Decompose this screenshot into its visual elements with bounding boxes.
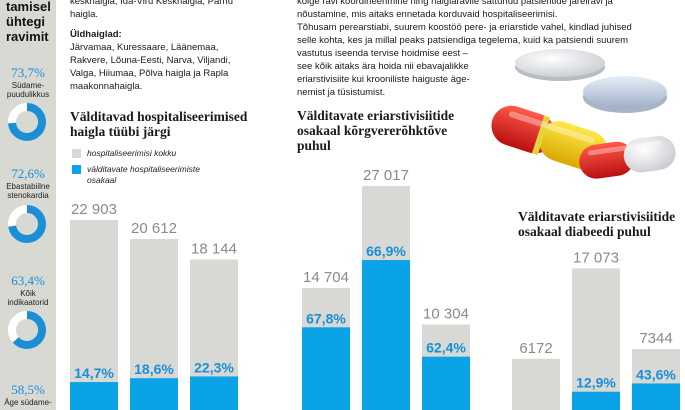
hospitals-line: Järvamaa, Kuressaare, Läänemaa, <box>70 42 219 53</box>
bar-avoidable-label: 66,9% <box>366 243 406 259</box>
stat-percent: 63,4% <box>11 273 45 288</box>
bar-avoidable <box>632 383 680 410</box>
chart-1-title: haigla tüübi järgi <box>70 124 171 139</box>
stat-label: Äge südame- <box>4 398 52 407</box>
ring-fill <box>8 103 46 141</box>
bar-total <box>512 358 560 410</box>
body-text-line: nemist ja tüsistumist. <box>297 87 386 98</box>
bar-total <box>70 220 118 410</box>
body-text-line: vastutus iseenda tervise hoidmise eest – <box>297 48 469 59</box>
sidebar: tamisel ühtegi ravimit 73,7% Südame- puu… <box>0 0 56 410</box>
stat-label: Südame- <box>11 81 45 90</box>
bar-total-label: 6172 <box>519 340 552 357</box>
body-text-line: Tõhusam perearstiabi, suurem koostöö per… <box>297 22 632 33</box>
bar-avoidable <box>422 356 470 410</box>
bar-avoidable-label: 14,7% <box>74 365 114 381</box>
bar-total-label: 14 704 <box>303 269 349 286</box>
body-text-line: selle kohta, kes ja millal peaks patsien… <box>297 35 629 46</box>
legend-swatch-total <box>72 149 81 158</box>
bar-avoidable <box>190 376 238 410</box>
intro-text-line: keskhaigla, Ida-Viru Keskhaigla, Pärnu <box>70 0 234 7</box>
hospitals-line: Rakvere, Lõuna-Eesti, Narva, Viljandi, <box>70 55 231 66</box>
chart-1-title: Välditavad hospitaliseerimised <box>70 109 248 124</box>
stat-ring-chart <box>8 103 46 141</box>
bar-avoidable-label: 18,6% <box>134 361 174 377</box>
pills-illustration <box>491 49 676 179</box>
bar-total <box>572 268 620 410</box>
bar-avoidable <box>362 260 410 410</box>
sidebar-heading-line: tamisel <box>6 0 51 14</box>
body-text-line: nõustamine, mis aitaks ennetada korduvai… <box>297 9 558 20</box>
legend-label-avoidable: välditavate hospitaliseerimiste <box>87 164 200 174</box>
bar-total-label: 10 304 <box>423 306 469 323</box>
bar-avoidable-label: 22,3% <box>194 359 234 375</box>
chart-2-title: puhul <box>297 138 331 153</box>
stat-ring-chart <box>8 205 46 243</box>
stat-percent: 73,7% <box>11 65 45 80</box>
body-text-line: eriarstivisiite kui krooniliste haiguste… <box>297 74 470 85</box>
ring-fill <box>8 311 46 349</box>
sidebar-heading-line: ravimit <box>6 29 49 44</box>
bar-avoidable-label: 12,9% <box>576 375 616 391</box>
bar-total-label: 27 017 <box>363 167 409 184</box>
hospitals-title: Üldhaiglad: <box>70 29 122 40</box>
body-text-line: see kõik aitaks ära hoida nii ebavajalik… <box>297 61 469 72</box>
chart-3-title: osakaal diabeedi puhul <box>518 224 651 239</box>
chart-2-title: osakaal kõrgvererõhktõve <box>297 123 448 138</box>
stat-percent: 58,5% <box>11 382 45 397</box>
bar-avoidable-label: 67,8% <box>306 310 346 326</box>
bar-total-label: 20 612 <box>131 220 177 237</box>
intro-text-line: haigla. <box>70 9 98 20</box>
hospitals-line: Valga, Hiiumaa, Põlva haigla ja Rapla <box>70 68 229 79</box>
legend-label-total: hospitaliseerimisi kokku <box>87 148 177 158</box>
bar-total-label: 7344 <box>639 330 672 347</box>
stat-label: Kõik <box>20 289 36 298</box>
stat-label: indikaatorid <box>7 298 49 307</box>
bar-total-label: 18 144 <box>191 240 237 257</box>
chart-2-title: Välditavate eriarstivisiitide <box>297 108 455 123</box>
bar-total-label: 17 073 <box>573 249 619 266</box>
stat-label: Ebastabiilne <box>6 182 50 191</box>
bar-avoidable-label: 43,6% <box>636 366 676 382</box>
bar-avoidable <box>70 382 118 410</box>
bar-avoidable <box>302 327 350 410</box>
bar-avoidable <box>130 378 178 410</box>
sidebar-heading-line: ühtegi <box>6 14 45 29</box>
stat-label: stenokardia <box>7 191 49 200</box>
stat-label: puudulikkus <box>6 90 50 99</box>
stat-ring-chart <box>8 311 46 349</box>
bar-avoidable-label: 62,4% <box>426 340 466 356</box>
bar-avoidable <box>572 391 620 410</box>
chart-3-title: Välditavate eriarstivisiitide <box>518 209 676 224</box>
bar-total-label: 22 903 <box>71 201 117 218</box>
ring-fill <box>8 205 46 243</box>
stat-percent: 72,6% <box>11 166 45 181</box>
legend-swatch-avoidable <box>72 165 81 174</box>
legend-label-avoidable: osakaal <box>87 175 117 185</box>
hospitals-line: maakonnahaigla. <box>70 81 143 92</box>
body-text-line: kõige ravi koordineerimine ning haiglara… <box>297 0 613 7</box>
